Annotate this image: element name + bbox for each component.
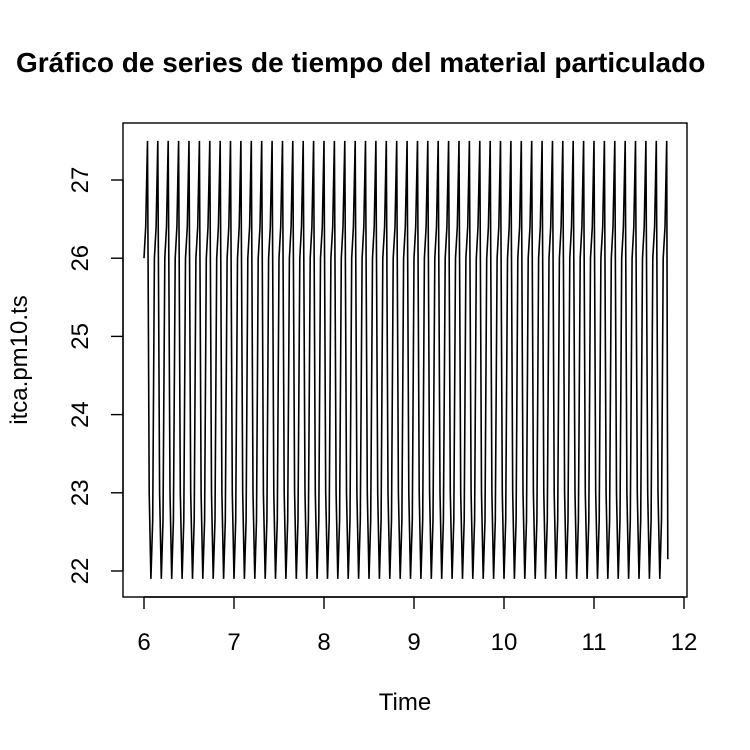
x-tick-label: 10 <box>491 629 518 656</box>
y-tick-label: 23 <box>67 479 94 506</box>
y-tick-label: 27 <box>67 167 94 194</box>
y-tick-label: 22 <box>67 558 94 585</box>
y-axis: 22 23 24 25 26 27 <box>67 167 124 585</box>
series-line-pm10 <box>143 140 669 579</box>
x-axis: 6 7 8 9 10 11 12 <box>137 596 698 656</box>
x-tick-label: 11 <box>582 629 607 656</box>
x-axis-label: Time <box>379 689 431 716</box>
x-tick-label: 12 <box>671 629 698 656</box>
x-tick-label: 8 <box>317 629 330 656</box>
y-tick-label: 25 <box>67 323 94 350</box>
x-tick-label: 9 <box>407 629 420 656</box>
y-axis-label: itca.pm10.ts <box>6 295 33 424</box>
x-tick-label: 7 <box>227 629 240 656</box>
x-tick-label: 6 <box>137 629 150 656</box>
y-tick-label: 26 <box>67 245 94 272</box>
y-tick-label: 24 <box>67 401 94 428</box>
chart-title: Gráfico de series de tiempo del material… <box>16 47 705 78</box>
plot-frame <box>122 122 688 598</box>
